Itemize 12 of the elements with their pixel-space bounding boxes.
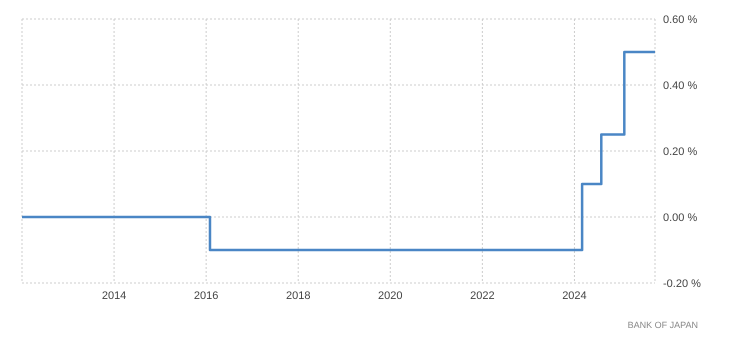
x-tick-label: 2024	[562, 290, 587, 302]
y-tick-label: 0.60 %	[663, 14, 698, 26]
y-tick-label: -0.20 %	[663, 278, 702, 290]
y-tick-label: 0.20 %	[663, 146, 698, 158]
text: BANK OF JAPAN	[628, 320, 698, 330]
x-tick-label: 2014	[102, 290, 126, 302]
x-tick-label: 2016	[194, 290, 218, 302]
y-tick-label: 0.40 %	[663, 80, 698, 92]
x-tick-label: 2020	[378, 290, 403, 302]
x-tick-label: 2018	[286, 290, 310, 302]
x-tick-label: 2022	[470, 290, 495, 302]
y-tick-label: 0.00 %	[663, 212, 698, 224]
